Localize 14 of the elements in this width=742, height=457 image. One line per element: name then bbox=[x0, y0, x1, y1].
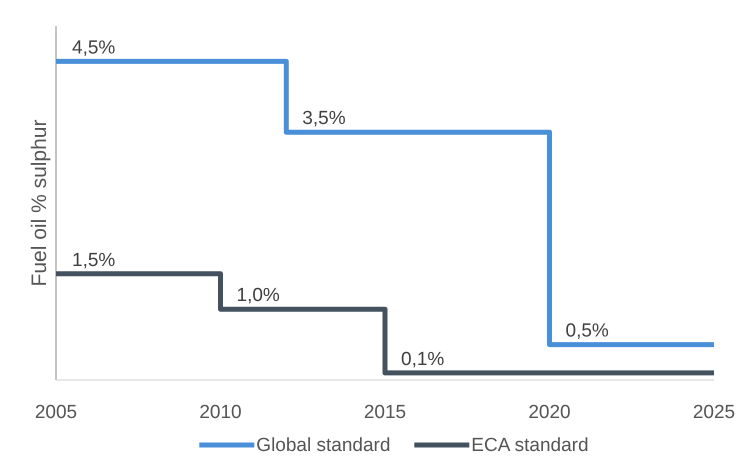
x-tick-label: 2020 bbox=[528, 402, 571, 423]
data-label: 0,5% bbox=[566, 320, 609, 342]
x-tick-label: 2005 bbox=[34, 402, 78, 423]
data-label: 0,1% bbox=[401, 348, 444, 370]
data-label: 1,0% bbox=[236, 285, 280, 306]
data-label: 3,5% bbox=[302, 108, 346, 130]
data-label: 1,5% bbox=[72, 250, 116, 271]
x-tick-label: 2025 bbox=[692, 402, 736, 423]
x-tick-label: 2015 bbox=[364, 402, 406, 423]
x-tick-label: 2010 bbox=[199, 402, 242, 423]
data-label: 4,5% bbox=[72, 37, 116, 58]
legend-label: ECA standard bbox=[471, 435, 589, 456]
legend-label: Global standard bbox=[256, 435, 390, 456]
y-axis-title: Fuel oil % sulphur bbox=[28, 120, 51, 286]
